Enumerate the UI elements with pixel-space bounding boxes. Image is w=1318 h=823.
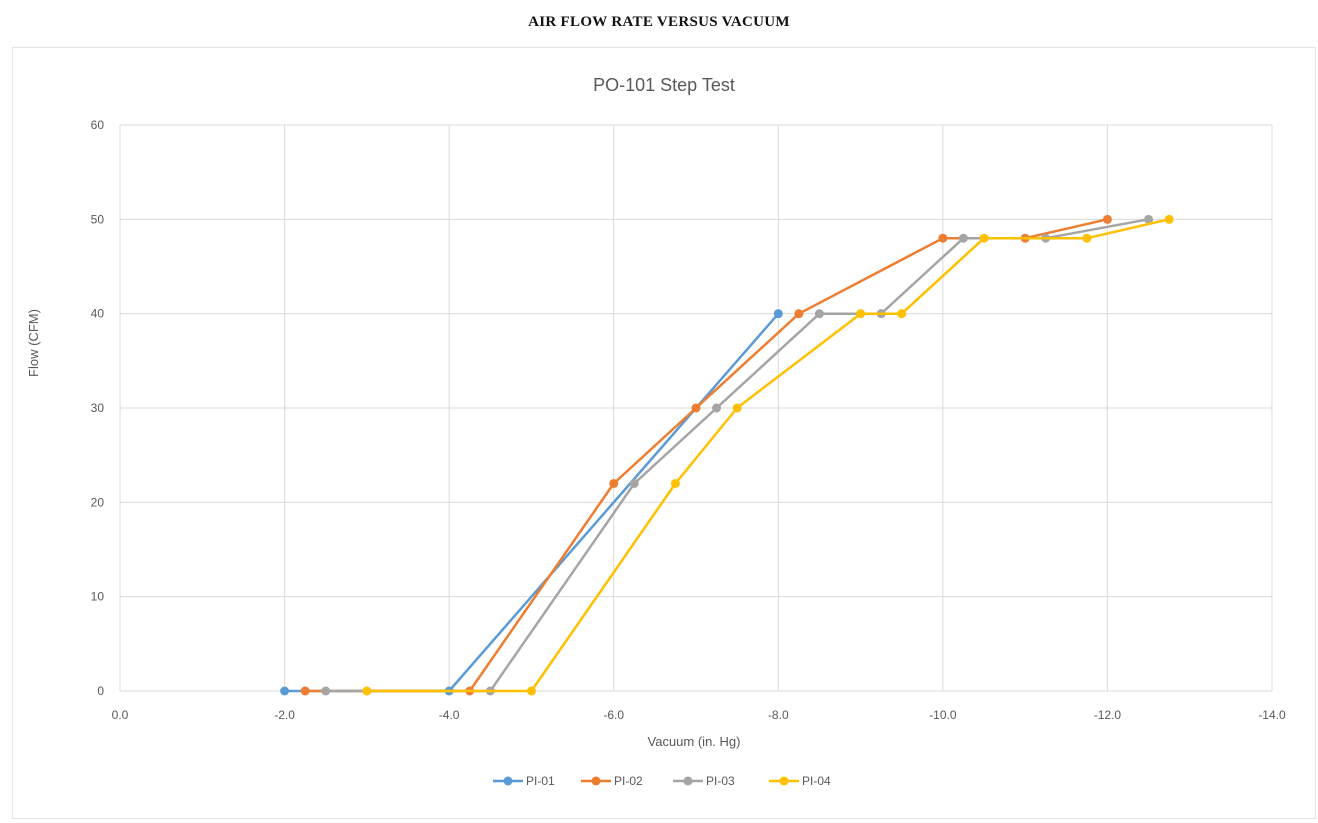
x-axis-label: Vacuum (in. Hg) <box>648 734 741 749</box>
data-point <box>856 309 866 319</box>
data-series <box>280 214 1174 696</box>
y-tick-label: 0 <box>97 684 104 698</box>
legend-marker <box>591 776 601 786</box>
y-axis-label: Flow (CFM) <box>26 309 41 377</box>
x-tick-label: -4.0 <box>439 708 460 722</box>
data-point <box>958 233 968 243</box>
series-pi-02 <box>300 214 1112 696</box>
data-point <box>609 478 619 488</box>
data-point <box>814 309 824 319</box>
y-tick-label: 40 <box>91 307 105 321</box>
data-point <box>794 309 804 319</box>
x-tick-label: -2.0 <box>274 708 295 722</box>
data-point <box>670 478 680 488</box>
data-point <box>629 478 639 488</box>
data-point <box>362 686 372 696</box>
legend-label: PI-01 <box>526 774 555 788</box>
y-tick-label: 10 <box>91 590 105 604</box>
legend-item: PI-04 <box>769 774 831 788</box>
data-point <box>1144 214 1154 224</box>
data-point <box>1102 214 1112 224</box>
series-line <box>305 218 1108 693</box>
legend-label: PI-02 <box>614 774 643 788</box>
data-point <box>280 686 290 696</box>
data-point <box>526 686 536 696</box>
y-tick-label: 50 <box>91 212 105 226</box>
data-point <box>938 233 948 243</box>
x-tick-label: -8.0 <box>768 708 789 722</box>
page-title: AIR FLOW RATE VERSUS VACUUM <box>528 14 790 30</box>
y-tick-label: 20 <box>91 495 105 509</box>
legend-label: PI-04 <box>802 774 831 788</box>
data-point <box>897 309 907 319</box>
data-point <box>300 686 310 696</box>
data-point <box>773 309 783 319</box>
x-tick-label: 0.0 <box>112 708 129 722</box>
series-pi-04 <box>362 214 1174 696</box>
legend-marker <box>779 776 789 786</box>
y-tick-label: 60 <box>91 118 105 132</box>
legend-item: PI-02 <box>581 774 643 788</box>
x-tick-label: -14.0 <box>1258 708 1286 722</box>
legend-marker <box>683 776 693 786</box>
legend-marker <box>503 776 513 786</box>
data-point <box>712 403 722 413</box>
x-tick-label: -10.0 <box>929 708 957 722</box>
legend-item: PI-03 <box>673 774 735 788</box>
series-line <box>366 218 1170 693</box>
legend-item: PI-01 <box>493 774 555 788</box>
x-tick-label: -12.0 <box>1094 708 1122 722</box>
axis-ticks: 0.0 -2.0 -4.0 -6.0 -8.0 -10.0 -12.0 -14.0 0 10 20 3… <box>91 118 1286 722</box>
data-point <box>1164 214 1174 224</box>
legend-label: PI-03 <box>706 774 735 788</box>
legend: PI-01 PI-02 PI-03 PI-04 <box>493 774 831 788</box>
x-tick-label: -6.0 <box>603 708 624 722</box>
data-point <box>691 403 701 413</box>
data-point <box>321 686 331 696</box>
y-tick-label: 30 <box>91 401 105 415</box>
series-pi-03 <box>321 214 1154 696</box>
data-point <box>1082 233 1092 243</box>
data-point <box>732 403 742 413</box>
data-point <box>979 233 989 243</box>
chart-title: PO-101 Step Test <box>593 75 735 95</box>
chart-frame <box>12 47 1316 819</box>
